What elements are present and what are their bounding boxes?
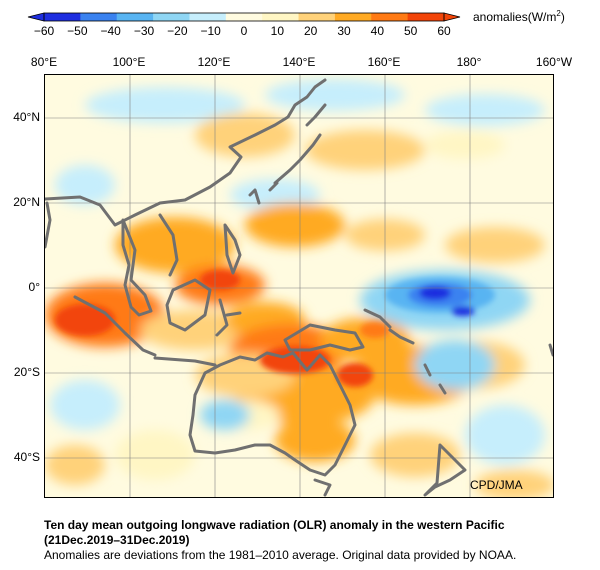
colorbar-segment bbox=[262, 13, 300, 21]
caption-period: (21Dec.2019–31Dec.2019) bbox=[44, 533, 190, 547]
anomaly-core-indian-ocean bbox=[55, 304, 115, 336]
coastline-new-guinea bbox=[283, 323, 365, 352]
anomaly-patch-central-pacific bbox=[445, 227, 545, 263]
colorbar-tick-label: 40 bbox=[370, 24, 384, 38]
colorbar-segment bbox=[371, 13, 409, 21]
anomaly-core-negative-inner bbox=[419, 286, 451, 300]
colorbar-tick-label: 30 bbox=[337, 24, 351, 38]
anomaly-patch-tasman-sea bbox=[370, 433, 460, 477]
colorbar-segment bbox=[44, 13, 81, 21]
anomaly-patch-north-blue-a bbox=[85, 87, 245, 123]
colorbar-tick-label: 20 bbox=[303, 24, 318, 38]
lon-label-100e: 100°E bbox=[112, 55, 146, 69]
anomaly-patch-japan-sea bbox=[305, 130, 425, 170]
coastline-korea bbox=[268, 181, 279, 192]
colorbar-tick-label: −50 bbox=[67, 24, 88, 38]
anomaly-patch-china bbox=[195, 113, 295, 157]
colorbar-right-arrow bbox=[443, 12, 461, 22]
colorbar-segment bbox=[334, 13, 372, 21]
colorbar-segment bbox=[298, 13, 336, 21]
colorbar-segment bbox=[116, 13, 154, 21]
anomaly-patch-north-blue-b bbox=[265, 79, 405, 111]
coastline-sumatra bbox=[73, 295, 157, 357]
anomaly-patch-maritime-a bbox=[140, 310, 250, 350]
colorbar-segment bbox=[153, 13, 190, 21]
coastline-solomon-islands bbox=[388, 328, 415, 345]
coastline-india bbox=[45, 201, 52, 249]
colorbar-outline bbox=[43, 12, 445, 22]
coastline-pacific-islands bbox=[423, 343, 553, 395]
coastline-taiwan bbox=[248, 188, 261, 205]
lon-label-80e: 80°E bbox=[30, 55, 58, 69]
anomaly-patch-south-indian-a bbox=[50, 380, 120, 430]
colorbar-tick-label: 60 bbox=[437, 24, 451, 38]
anomaly-patch-south-indian-b bbox=[45, 445, 105, 485]
lon-label-120e: 120°E bbox=[197, 55, 231, 69]
coastline-java bbox=[153, 356, 217, 367]
colorbar-segment bbox=[225, 13, 263, 21]
colorbar-tick-label: 10 bbox=[270, 24, 284, 38]
anomaly-core-negative-east bbox=[451, 306, 475, 316]
coastline-borneo bbox=[165, 278, 212, 332]
coastline-indochina-malay bbox=[121, 218, 153, 317]
anomaly-patch-south-indian-c bbox=[115, 430, 195, 480]
lat-label-20s: 20°S bbox=[13, 365, 40, 379]
coastline-new-ireland bbox=[363, 308, 392, 329]
coastline-australia bbox=[188, 351, 357, 477]
olr-anomaly-map bbox=[44, 74, 554, 498]
colorbar-segment bbox=[80, 13, 118, 21]
lon-label-160e: 160°E bbox=[367, 55, 401, 69]
caption-note: Anomalies are deviations from the 1981–2… bbox=[44, 548, 517, 562]
caption-title: Ten day mean outgoing longwave radiation… bbox=[44, 518, 505, 532]
credit-label: CPD/JMA bbox=[470, 478, 523, 492]
lat-label-40s: 40°S bbox=[13, 450, 40, 464]
lat-label-40n: 40°N bbox=[13, 110, 40, 124]
anomaly-patch-south-pacific bbox=[465, 405, 545, 465]
coastline-sulawesi bbox=[215, 298, 242, 337]
anomaly-patch-nw-pacific bbox=[425, 131, 505, 159]
colorbar-tick-label: −10 bbox=[200, 24, 221, 38]
map-svg bbox=[45, 75, 553, 497]
anomaly-core-coral-sea bbox=[337, 363, 373, 387]
anomaly-patch-north-blue-c bbox=[425, 94, 545, 126]
anomaly-core-south-china-sea bbox=[200, 270, 240, 290]
anomaly-patch-west-australia-blue bbox=[200, 400, 250, 430]
colorbar-tick-label: −30 bbox=[133, 24, 155, 38]
anomaly-patch-far-south bbox=[475, 470, 553, 497]
coastline-asia-mainland bbox=[45, 78, 327, 227]
lon-label-140e: 140°E bbox=[282, 55, 316, 69]
colorbar-segment bbox=[189, 13, 227, 21]
coastline-philippines bbox=[223, 223, 242, 275]
lon-label-160w: 160°W bbox=[535, 55, 573, 69]
anomaly-patch-india bbox=[55, 165, 115, 205]
anomaly-core-java-sea bbox=[260, 346, 330, 374]
colorbar-tick-label: −60 bbox=[33, 24, 55, 38]
anomaly-patch-negative-south bbox=[415, 340, 495, 390]
coastlines bbox=[45, 78, 553, 497]
colorbar-tick-label: 0 bbox=[240, 24, 248, 38]
lat-label-0: 0° bbox=[28, 280, 40, 294]
colorbar-tick-label: −20 bbox=[167, 24, 188, 38]
anomaly-patch-east-australia bbox=[275, 418, 355, 462]
colorbar bbox=[27, 12, 461, 22]
lon-label-180: 180° bbox=[456, 55, 482, 69]
coastline-japan bbox=[273, 103, 327, 185]
lat-label-20n: 20°N bbox=[13, 195, 40, 209]
coastline-vietnam bbox=[158, 213, 179, 277]
colorbar-segment bbox=[407, 13, 445, 21]
colorbar-tick-label: −40 bbox=[100, 24, 121, 38]
anomaly-patch-philippine-sea bbox=[245, 203, 345, 247]
anomaly-core-new-guinea bbox=[360, 322, 390, 338]
colorbar-tick-label: 50 bbox=[403, 24, 418, 38]
coastline-tasmania bbox=[313, 478, 332, 497]
colorbar-left-arrow bbox=[27, 12, 45, 22]
map-gridlines bbox=[45, 75, 553, 497]
colorbar-unit-label: anomalies(W/m2) bbox=[473, 9, 565, 24]
coastline-new-zealand bbox=[423, 443, 467, 497]
